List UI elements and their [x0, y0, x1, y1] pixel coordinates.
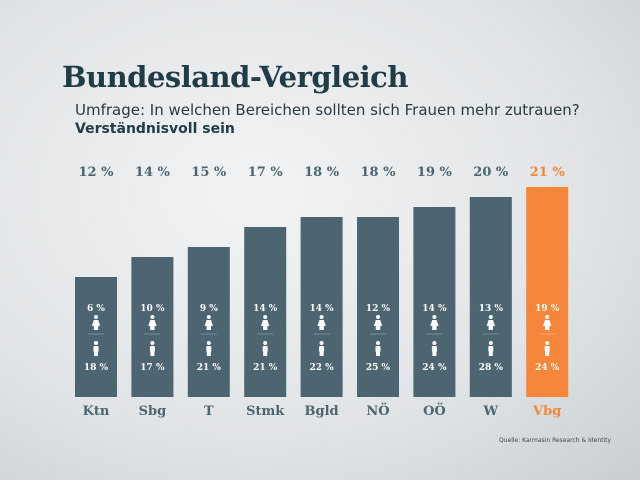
male-value-label: 17 %	[140, 363, 165, 373]
male-icon	[149, 341, 155, 356]
female-value-label: 14 %	[422, 304, 447, 314]
male-value-label: 24 %	[422, 363, 447, 373]
category-label: NÖ	[366, 402, 389, 419]
category-label: Vbg	[532, 404, 561, 419]
male-value-label: 21 %	[197, 363, 222, 373]
category-label: W	[482, 404, 498, 419]
male-icon	[375, 341, 381, 356]
value-label: 20 %	[473, 165, 509, 180]
value-label: 18 %	[304, 165, 340, 180]
female-value-label: 10 %	[140, 304, 165, 314]
bar-OÖ	[413, 207, 456, 397]
bar-Ktn	[75, 277, 117, 397]
male-icon	[431, 341, 437, 356]
male-value-label: 25 %	[366, 363, 391, 373]
female-icon	[261, 315, 270, 330]
source-note: Quelle: Karmasin Research & Identity	[499, 437, 612, 444]
female-value-label: 12 %	[366, 304, 391, 314]
bar-Stmk	[244, 227, 287, 397]
female-icon	[148, 315, 157, 330]
chart-subtitle: Umfrage: In welchen Bereichen sollten si…	[75, 101, 580, 119]
bar-Vbg	[526, 187, 569, 397]
male-value-label: 22 %	[309, 363, 334, 373]
chart-title: Bundesland-Vergleich	[62, 60, 408, 94]
male-icon	[93, 341, 99, 356]
female-icon	[430, 315, 439, 330]
male-value-label: 21 %	[253, 363, 278, 373]
female-icon	[486, 315, 495, 330]
male-icon	[544, 341, 550, 356]
female-value-label: 14 %	[309, 304, 334, 314]
female-icon	[91, 315, 101, 330]
bar-Bgld	[300, 217, 343, 397]
male-value-label: 18 %	[84, 363, 109, 373]
female-value-label: 14 %	[253, 304, 278, 314]
category-label: T	[204, 404, 214, 419]
female-value-label: 13 %	[479, 304, 504, 314]
category-label: Sbg	[139, 404, 167, 419]
category-label: Stmk	[246, 404, 285, 419]
category-label: Ktn	[83, 404, 110, 419]
female-icon	[317, 315, 326, 330]
value-label: 21 %	[530, 165, 566, 180]
male-value-label: 28 %	[479, 363, 504, 373]
female-value-label: 6 %	[87, 304, 105, 314]
value-label: 14 %	[135, 165, 171, 180]
bar-W	[469, 197, 512, 397]
bar-NÖ	[357, 217, 399, 397]
female-value-label: 19 %	[535, 304, 560, 314]
value-label: 12 %	[79, 165, 115, 180]
value-label: 17 %	[248, 165, 284, 180]
value-label: 15 %	[191, 165, 227, 180]
male-value-label: 24 %	[535, 363, 560, 373]
male-icon	[488, 341, 494, 356]
female-icon	[543, 315, 552, 330]
male-icon	[262, 341, 268, 356]
female-value-label: 9 %	[200, 304, 218, 314]
male-icon	[206, 341, 212, 356]
chart-subtitle-topic: Verständnisvoll sein	[75, 121, 235, 137]
male-icon	[319, 341, 325, 356]
female-icon	[373, 315, 383, 330]
value-label: 19 %	[417, 165, 453, 180]
category-label: OÖ	[423, 402, 446, 419]
female-icon	[204, 315, 213, 330]
category-label: Bgld	[305, 404, 339, 419]
value-label: 18 %	[361, 165, 397, 180]
